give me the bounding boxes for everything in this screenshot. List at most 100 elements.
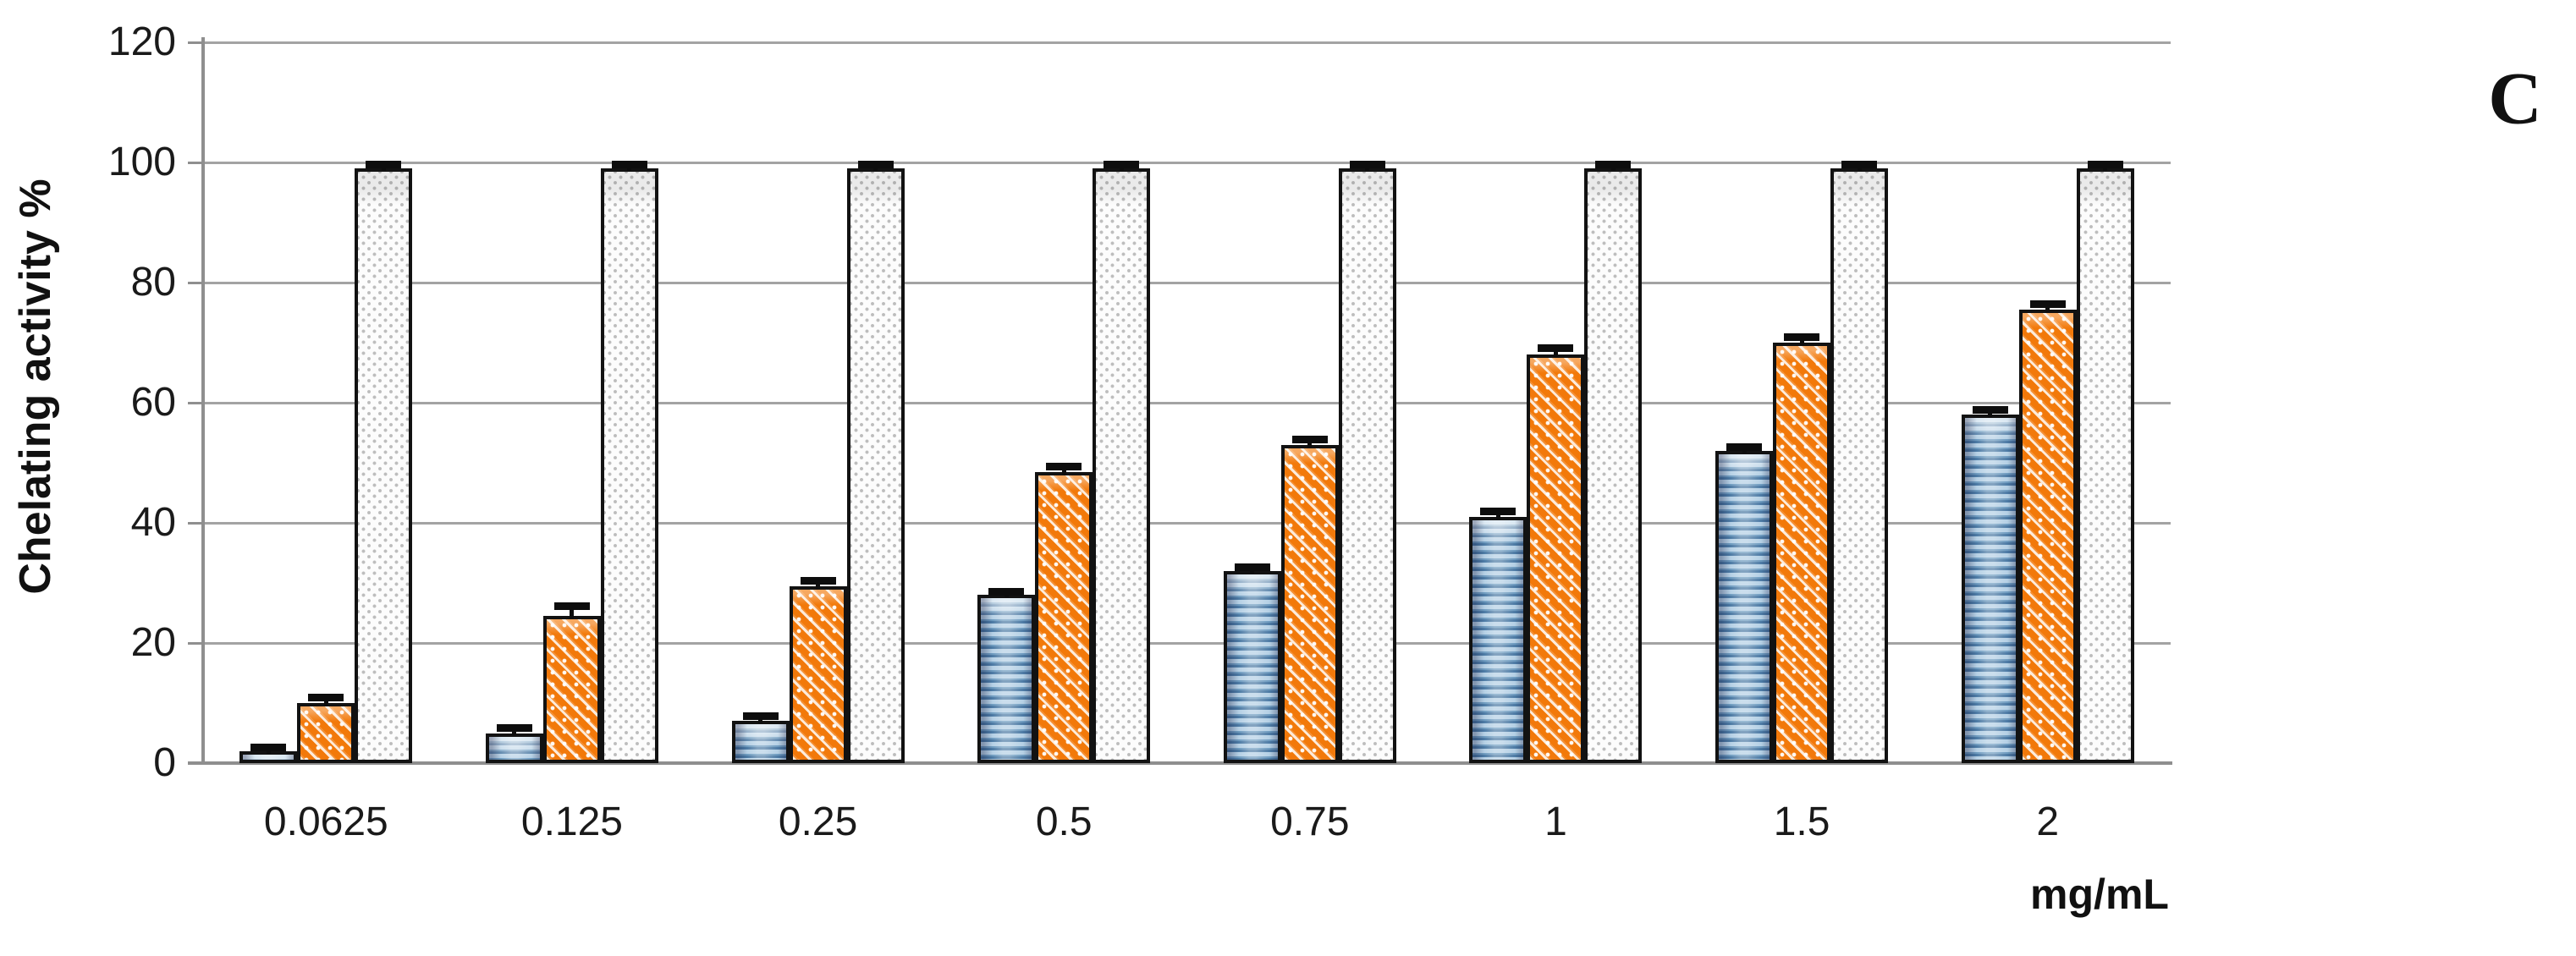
error-bar-cap: [2087, 160, 2123, 168]
bar-orange-diagonal-stripe-bar-0.25: [789, 585, 847, 763]
error-bar-cap: [250, 744, 287, 752]
error-bar-whisker: [1495, 514, 1500, 519]
error-bar-whisker: [1742, 449, 1747, 453]
bar-gray-dotted-bar-1: [1584, 168, 1643, 763]
y-tick-120: [188, 41, 203, 44]
error-bar-cap: [1046, 462, 1082, 470]
error-bar-cap: [742, 712, 779, 720]
error-bar-cap: [308, 694, 344, 702]
bar-orange-diagonal-stripe-bar-0.0625: [297, 703, 355, 763]
error-bar-cap: [1234, 563, 1270, 571]
bar-gray-dotted-bar-0.0625: [355, 168, 413, 763]
x-tick-label-1.5: 1.5: [1773, 799, 1830, 844]
error-bar-whisker: [1857, 166, 1862, 172]
error-bar-cap: [800, 576, 836, 585]
x-axis-unit-label: mg/mL: [2030, 871, 2169, 918]
bar-orange-diagonal-stripe-bar-0.5: [1035, 471, 1093, 763]
gridline-120: [203, 41, 2171, 44]
bar-orange-diagonal-stripe-bar-2: [2018, 309, 2077, 763]
error-bar-cap: [366, 160, 402, 168]
y-tick-label-120: 120: [107, 19, 176, 64]
error-bar-whisker: [1119, 166, 1124, 172]
error-bar-cap: [1595, 160, 1632, 168]
y-tick-label-80: 80: [130, 260, 176, 305]
error-bar-cap: [857, 160, 894, 168]
error-bar-whisker: [758, 717, 763, 724]
bar-orange-diagonal-stripe-bar-1.5: [1773, 343, 1831, 763]
x-axis-line: [188, 761, 2172, 765]
bar-gray-dotted-bar-0.25: [846, 168, 905, 763]
error-bar-cap: [1841, 160, 1878, 168]
bar-blue-horizontal-stripe-bar-0.25: [731, 721, 790, 763]
bar-gray-dotted-bar-2: [2076, 168, 2134, 763]
bar-gray-dotted-bar-1.5: [1830, 168, 1889, 763]
y-tick-40: [188, 521, 203, 525]
error-bar-whisker: [1610, 166, 1616, 172]
error-bar-whisker: [381, 166, 386, 172]
error-bar-whisker: [323, 700, 328, 706]
error-bar-whisker: [2045, 306, 2050, 312]
error-bar-whisker: [1307, 442, 1313, 448]
x-tick-label-0.5: 0.5: [1035, 799, 1093, 844]
gridline-100: [203, 161, 2171, 164]
error-bar-whisker: [1061, 468, 1066, 475]
y-tick-80: [188, 281, 203, 284]
error-bar-cap: [2029, 300, 2066, 309]
error-bar-cap: [1972, 405, 2008, 414]
y-tick-label-40: 40: [130, 500, 176, 545]
gridline-80: [203, 281, 2171, 284]
y-tick-label-20: 20: [130, 620, 176, 665]
bar-orange-diagonal-stripe-bar-0.125: [542, 616, 601, 763]
y-tick-label-60: 60: [130, 380, 176, 425]
bar-blue-horizontal-stripe-bar-0.75: [1223, 570, 1281, 763]
y-tick-60: [188, 401, 203, 404]
bar-gray-dotted-bar-0.5: [1093, 168, 1151, 763]
error-bar-cap: [1104, 160, 1140, 168]
y-tick-100: [188, 161, 203, 164]
bar-blue-horizontal-stripe-bar-1.5: [1715, 450, 1774, 763]
error-bar-cap: [1291, 436, 1328, 444]
x-tick-label-0.0625: 0.0625: [263, 799, 388, 844]
error-bar-whisker: [1988, 411, 1993, 418]
error-bar-cap: [1726, 443, 1763, 452]
bar-blue-horizontal-stripe-bar-0.5: [977, 595, 1036, 763]
error-bar-whisker: [1799, 339, 1804, 345]
x-tick-label-2: 2: [2036, 799, 2060, 844]
x-tick-label-0.125: 0.125: [520, 799, 623, 844]
y-tick-label-0: 0: [153, 740, 176, 785]
bar-gray-dotted-bar-0.75: [1338, 168, 1396, 763]
error-bar-whisker: [512, 729, 517, 736]
bar-blue-horizontal-stripe-bar-1: [1469, 516, 1527, 763]
y-tick-20: [188, 641, 203, 645]
error-bar-whisker: [2103, 166, 2108, 172]
error-bar-whisker: [1250, 569, 1255, 574]
panel-label: C: [2488, 58, 2542, 140]
error-bar-whisker: [1365, 166, 1370, 172]
error-bar-whisker: [266, 750, 271, 754]
bar-blue-horizontal-stripe-bar-2: [1961, 415, 2019, 763]
error-bar-cap: [1784, 333, 1820, 342]
bar-orange-diagonal-stripe-bar-1: [1527, 354, 1585, 763]
error-bar-whisker: [570, 608, 575, 619]
error-bar-whisker: [627, 166, 632, 172]
chart-plot-area: [203, 39, 2171, 763]
error-bar-cap: [1349, 160, 1385, 168]
error-bar-cap: [1538, 344, 1574, 353]
error-bar-cap: [611, 160, 647, 168]
y-axis-line: [201, 37, 205, 765]
gridline-20: [203, 641, 2171, 645]
error-bar-cap: [553, 602, 590, 611]
x-tick-label-0.75: 0.75: [1270, 799, 1350, 844]
bar-orange-diagonal-stripe-bar-0.75: [1280, 444, 1339, 763]
error-bar-cap: [496, 723, 532, 732]
x-axis-category-labels: 0.0625 0.125 0.25 0.5 0.75 1 1.5 2: [203, 799, 2171, 849]
error-bar-whisker: [816, 582, 821, 589]
y-tick-0: [188, 761, 203, 765]
error-bar-whisker: [1553, 350, 1558, 358]
error-bar-cap: [988, 587, 1025, 596]
x-tick-label-0.25: 0.25: [778, 799, 858, 844]
bar-blue-horizontal-stripe-bar-0.125: [485, 733, 543, 763]
y-tick-label-100: 100: [107, 140, 176, 184]
error-bar-whisker: [873, 166, 878, 172]
